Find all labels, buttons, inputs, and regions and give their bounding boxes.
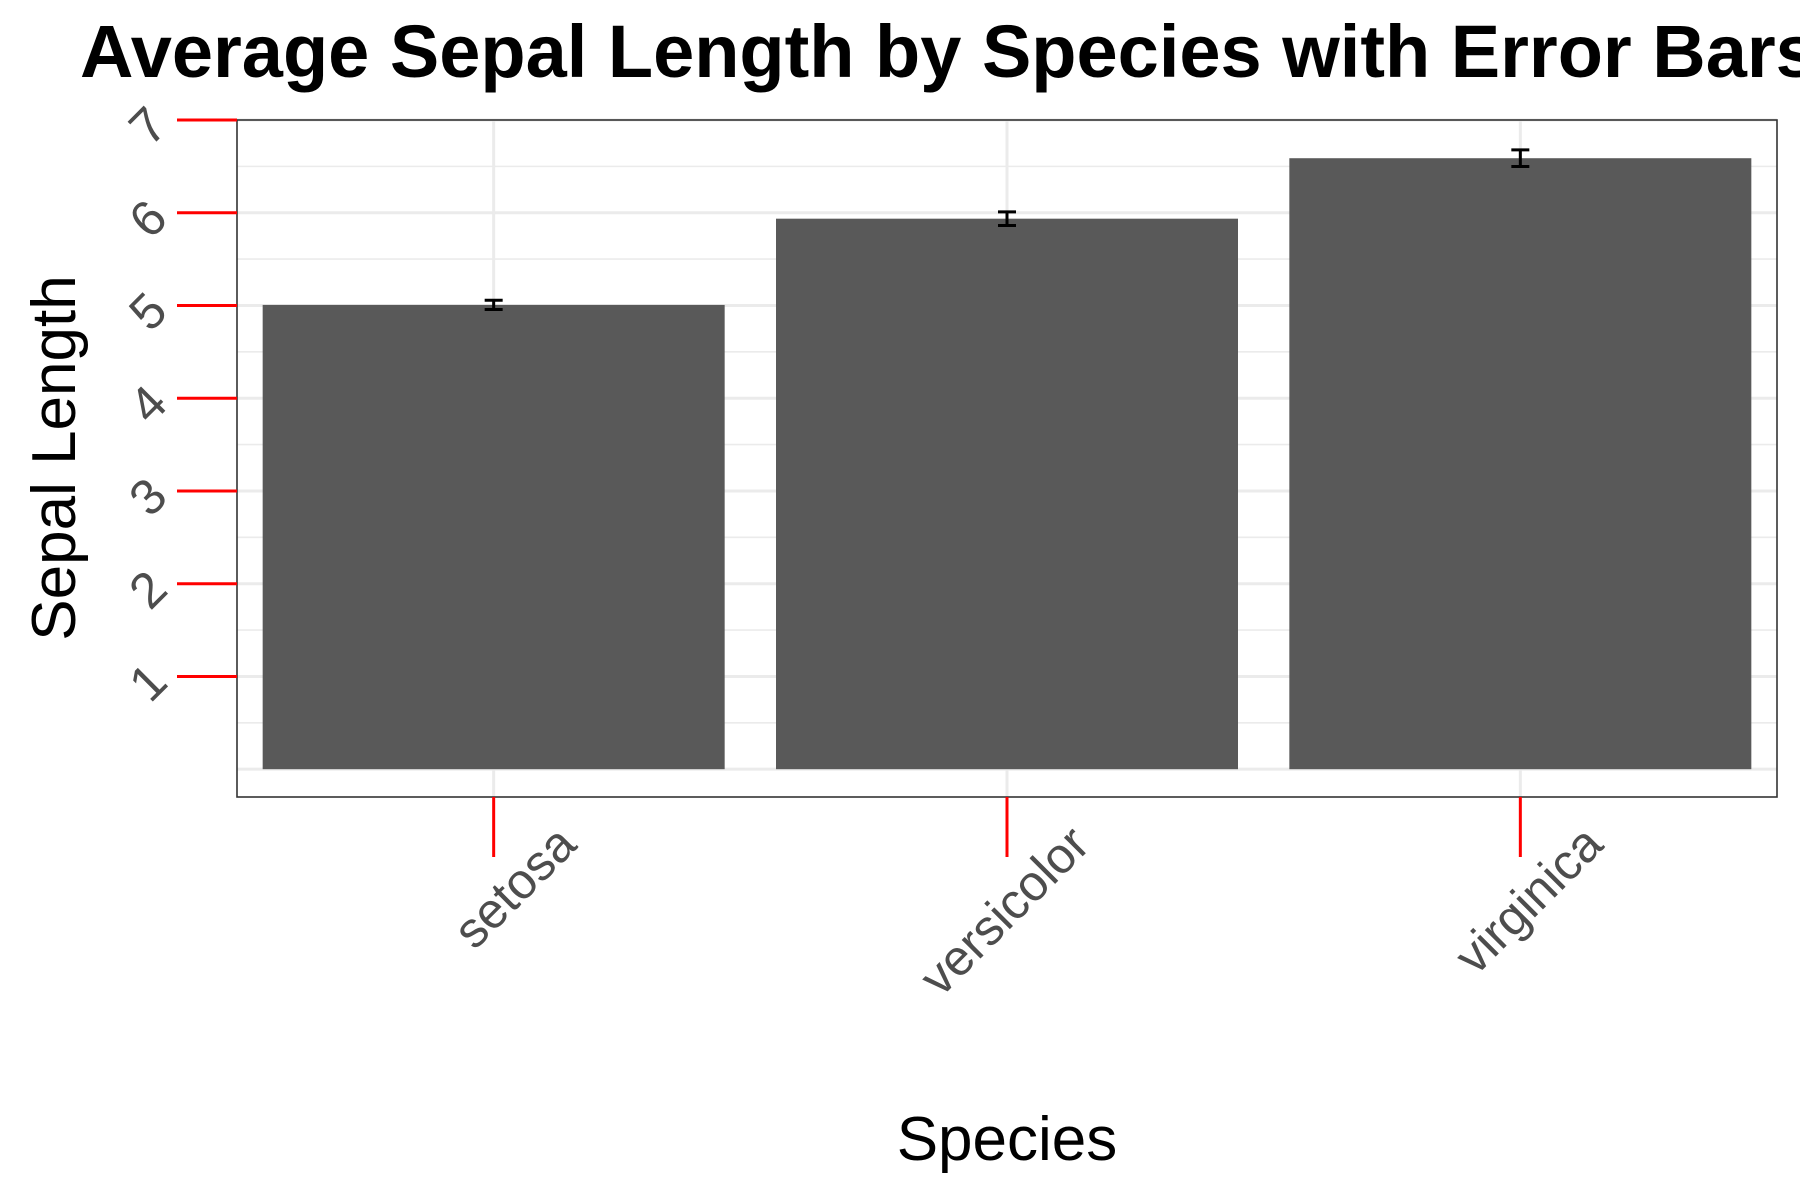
error-bars — [484, 148, 1530, 312]
y-tick-label: 2 — [118, 560, 177, 619]
y-tick-label: 1 — [118, 653, 177, 712]
x-axis: setosa versicolor virginica — [443, 797, 1613, 1006]
x-tick-label-versicolor: versicolor — [909, 815, 1100, 1006]
bars — [262, 158, 1752, 770]
bar-virginica — [1289, 158, 1752, 770]
x-axis-title: Species — [897, 1105, 1118, 1174]
bar-setosa — [262, 304, 725, 770]
y-axis: 1 2 3 4 5 6 7 — [118, 96, 237, 712]
y-tick-label: 5 — [118, 282, 177, 341]
y-tick-label: 7 — [118, 96, 177, 155]
y-tick-label: 3 — [118, 467, 177, 526]
y-axis-title: Sepal Length — [20, 275, 89, 640]
x-tick-label-virginica: virginica — [1444, 815, 1613, 984]
y-tick-label: 4 — [118, 375, 177, 434]
x-tick-label-setosa: setosa — [443, 815, 587, 959]
y-tick-label: 6 — [118, 189, 177, 248]
chart-title: Average Sepal Length by Species with Err… — [80, 10, 1800, 93]
bar-versicolor — [776, 218, 1238, 770]
